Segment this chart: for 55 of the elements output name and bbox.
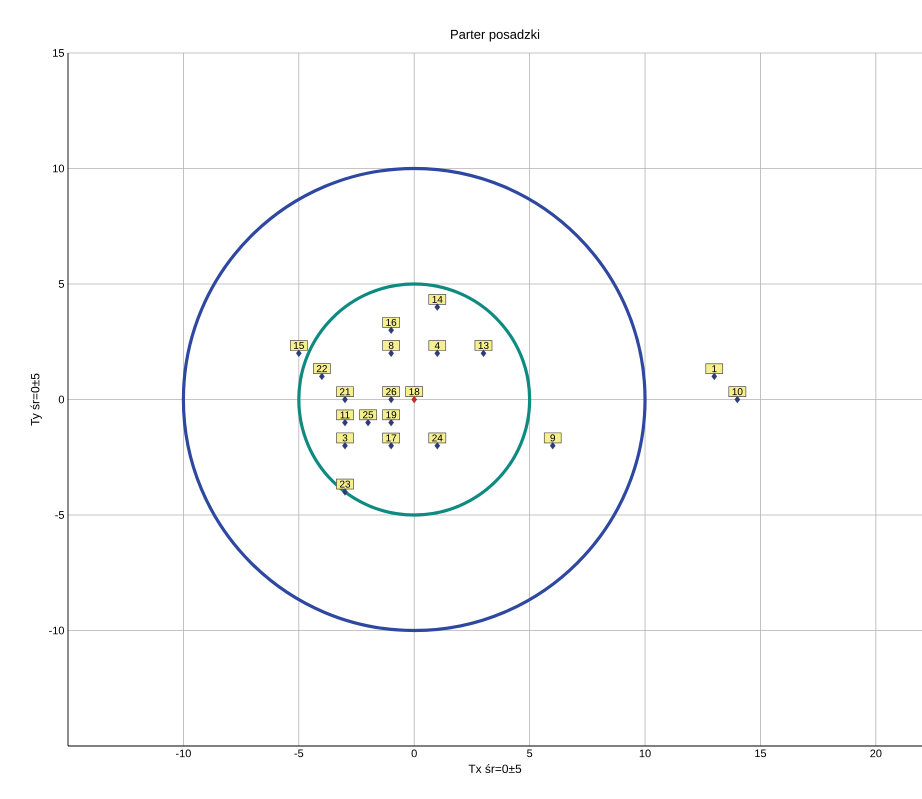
point xyxy=(711,372,718,380)
point xyxy=(319,372,325,380)
annotation: 15 xyxy=(294,342,304,350)
point xyxy=(388,442,394,450)
point xyxy=(342,396,348,404)
point xyxy=(388,326,394,334)
point xyxy=(388,418,394,426)
point xyxy=(734,396,740,404)
annotation: 10 xyxy=(732,388,743,396)
point xyxy=(550,442,556,450)
y-axis-title: Ty śr=0±5 xyxy=(30,374,42,426)
annotation: 23 xyxy=(340,480,350,488)
chart-title: Parter posadzki xyxy=(451,29,540,42)
annotation: 24 xyxy=(432,434,443,442)
point xyxy=(342,488,348,496)
annotation: 19 xyxy=(386,411,396,418)
annotation: 22 xyxy=(316,365,327,372)
annotation: 9 xyxy=(550,434,556,442)
annotation: 1 xyxy=(712,365,717,372)
annotation: 17 xyxy=(386,434,396,442)
x-tick-label: 10 xyxy=(640,750,651,758)
annotation: 16 xyxy=(386,318,396,326)
y-tick-label: -5 xyxy=(55,511,64,519)
x-tick-label: -10 xyxy=(176,750,191,758)
x-tick-label: 0 xyxy=(412,750,417,758)
point xyxy=(388,396,394,404)
x-tick-label: 5 xyxy=(527,750,532,758)
annotation: 18 xyxy=(409,388,420,396)
point xyxy=(434,350,440,358)
annotation: 21 xyxy=(340,388,350,396)
point xyxy=(296,350,302,358)
y-tick-label: 5 xyxy=(58,280,64,288)
x-axis-title: Tx śr=0±5 xyxy=(468,764,522,774)
annotation: 3 xyxy=(342,434,348,442)
x-tick-label: 20 xyxy=(870,750,882,758)
point xyxy=(342,442,348,450)
point xyxy=(365,418,371,426)
y-tick-label: -10 xyxy=(49,626,64,634)
y-tick-label: 10 xyxy=(53,164,64,172)
point xyxy=(434,442,440,450)
point xyxy=(434,303,440,311)
annotation: 14 xyxy=(432,296,443,303)
x-tick-label: -5 xyxy=(294,750,304,758)
annotation: 13 xyxy=(478,342,489,350)
annotation: 25 xyxy=(363,411,374,418)
x-tick-label: 15 xyxy=(755,750,766,758)
y-tick-label: 15 xyxy=(53,49,64,57)
annotation: 11 xyxy=(340,411,350,418)
annotation: 26 xyxy=(386,388,396,396)
annotation: 8 xyxy=(388,342,394,350)
point xyxy=(480,350,486,358)
y-tick-label: 0 xyxy=(58,396,64,404)
point xyxy=(388,350,394,358)
annotation: 4 xyxy=(434,342,440,350)
point xyxy=(342,418,348,426)
